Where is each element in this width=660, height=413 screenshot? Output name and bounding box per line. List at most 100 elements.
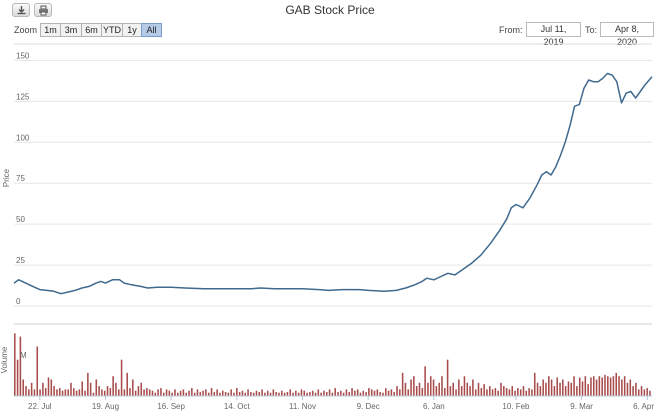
download-button[interactable] — [12, 3, 30, 17]
zoom-3m-button[interactable]: 3m — [60, 23, 82, 37]
volume-bar — [188, 390, 190, 396]
volume-bar — [281, 390, 283, 396]
volume-bar — [466, 382, 469, 396]
volume-bar — [460, 386, 463, 396]
volume-bar — [216, 389, 218, 396]
x-tick-label: 11. Nov — [289, 402, 316, 411]
x-tick-label: 14. Oct — [224, 402, 251, 411]
volume-bar — [387, 390, 390, 396]
volume-bar — [643, 389, 646, 396]
volume-bar — [410, 379, 412, 396]
volume-bar — [300, 389, 303, 396]
volume-bar — [84, 390, 86, 396]
volume-bar — [564, 386, 567, 396]
volume-bar — [309, 392, 311, 396]
price-axis-title: Price — [2, 168, 11, 187]
volume-bar — [297, 392, 300, 396]
zoom-1y-button[interactable]: 1y — [122, 23, 142, 37]
volume-bar — [182, 389, 185, 396]
volume-bar — [151, 390, 154, 396]
price-tick-label: 150 — [16, 51, 30, 60]
volume-bar — [58, 388, 61, 396]
volume-bar — [488, 386, 491, 396]
volume-bar — [623, 376, 626, 396]
volume-bar — [362, 390, 365, 396]
volume-bar — [519, 389, 522, 396]
volume-bar — [95, 379, 98, 396]
volume-bar — [238, 392, 241, 396]
volume-bar — [446, 359, 449, 396]
volume-bar — [134, 390, 137, 396]
volume-bar — [185, 392, 187, 396]
volume-bar — [75, 390, 78, 396]
volume-bar — [278, 392, 280, 396]
volume-bar — [89, 382, 92, 396]
volume-bar — [545, 382, 547, 396]
volume-bar — [590, 377, 592, 396]
volume-bar — [148, 389, 151, 396]
price-tick-label: 0 — [16, 297, 21, 306]
volume-bar — [553, 386, 556, 396]
zoom-all-button[interactable]: All — [141, 23, 162, 37]
volume-bar — [106, 386, 109, 396]
volume-bar — [429, 376, 432, 396]
volume-bar — [19, 336, 22, 396]
volume-bar — [224, 392, 227, 396]
volume-bar — [179, 390, 182, 396]
volume-bar — [126, 372, 128, 396]
volume-bar — [174, 389, 176, 396]
from-date-input[interactable]: Jul 11, 2019 — [526, 22, 581, 47]
volume-bar — [87, 372, 89, 396]
volume-bar — [418, 382, 421, 396]
volume-bar — [421, 388, 424, 396]
volume-bar — [244, 392, 247, 396]
volume-bar — [165, 389, 168, 396]
volume-bar — [53, 386, 55, 396]
volume-bar — [160, 388, 162, 396]
volume-bar — [25, 386, 27, 396]
volume-bar — [36, 346, 39, 396]
volume-bar — [286, 392, 289, 396]
volume-bar — [413, 376, 415, 396]
volume-bar — [213, 392, 216, 396]
volume-bar — [407, 389, 410, 396]
to-date-input[interactable]: Apr 8, 2020 — [600, 22, 654, 47]
volume-bar — [578, 377, 581, 396]
price-series-line[interactable] — [13, 72, 653, 295]
volume-bar — [101, 389, 103, 396]
volume-bar — [143, 389, 145, 396]
volume-bar — [323, 390, 325, 396]
volume-bar — [241, 390, 244, 396]
volume-bar — [505, 388, 508, 396]
volume-bar — [444, 388, 446, 396]
volume-bar — [283, 392, 286, 396]
volume-bar — [598, 376, 601, 396]
volume-bar — [640, 386, 643, 396]
volume-bar — [629, 379, 632, 396]
volume-bar — [514, 390, 516, 396]
volume-bar — [140, 382, 143, 396]
x-tick-label: 19. Aug — [92, 402, 119, 411]
volume-bar — [587, 384, 589, 396]
volume-bar — [399, 389, 401, 396]
volume-bar — [359, 392, 362, 396]
volume-bar — [494, 388, 497, 396]
volume-bar — [247, 389, 249, 396]
volume-bar — [221, 390, 224, 396]
volume-bars — [14, 333, 651, 396]
volume-bar — [272, 389, 275, 396]
volume-bar — [47, 377, 50, 396]
volume-bar — [531, 389, 533, 396]
print-icon — [39, 5, 48, 16]
print-button[interactable] — [34, 3, 52, 17]
volume-bar — [469, 386, 471, 396]
chart-title: GAB Stock Price — [285, 3, 375, 17]
x-tick-label: 9. Mar — [570, 402, 593, 411]
volume-bar — [154, 392, 157, 396]
volume-unit-label: M — [20, 351, 27, 360]
price-tick-label: 75 — [16, 174, 25, 183]
volume-bar — [320, 392, 322, 396]
volume-bar — [503, 386, 505, 396]
volume-bar — [404, 382, 407, 396]
